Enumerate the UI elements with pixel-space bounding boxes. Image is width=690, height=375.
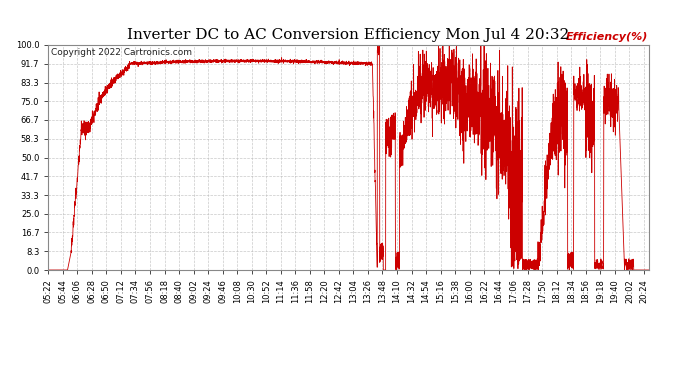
Text: Efficiency(%): Efficiency(%) — [566, 32, 649, 42]
Title: Inverter DC to AC Conversion Efficiency Mon Jul 4 20:32: Inverter DC to AC Conversion Efficiency … — [128, 28, 569, 42]
Text: Copyright 2022 Cartronics.com: Copyright 2022 Cartronics.com — [51, 48, 193, 57]
